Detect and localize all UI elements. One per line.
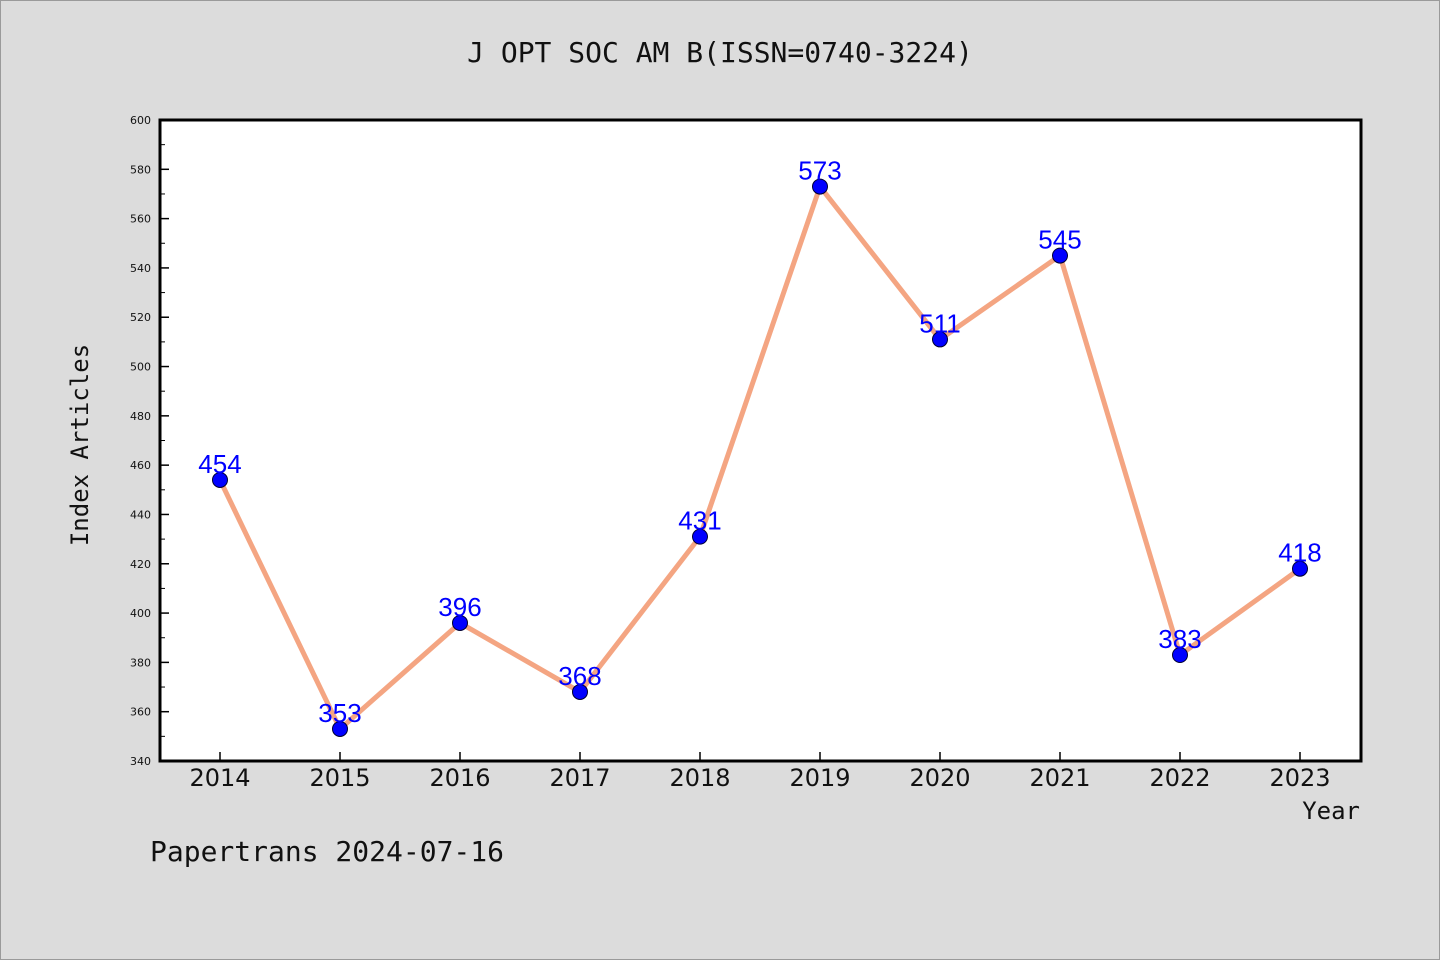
data-point [932,331,948,348]
data-point [1052,247,1068,264]
x-tick-label: 2017 [549,764,610,792]
x-tick-label: 2018 [669,764,730,792]
y-tick-label: 500 [130,361,151,374]
y-tick-label: 520 [130,311,151,324]
data-label: 511 [919,308,960,338]
data-point [452,614,468,631]
data-label: 383 [1158,624,1201,654]
x-tick-label: 2014 [189,764,250,792]
y-tick-label: 480 [130,410,151,423]
plot-area [158,118,1363,763]
y-tick-label: 340 [130,755,151,768]
x-axis-label: Year [1302,797,1360,825]
x-tick-label: 2021 [1029,764,1090,792]
y-axis: 340 360 380 400 420 440 460 480 500 520 540 560 580 6… [130,114,169,768]
data-labels: 454 353 396 368 431 573 511 545 383 418 [198,156,1321,728]
y-tick-label: 540 [130,262,151,275]
y-tick-label: 600 [130,114,151,127]
data-point [812,178,828,195]
data-label: 353 [318,698,361,728]
y-tick-label: 580 [130,163,151,176]
x-tick-label: 2022 [1149,764,1210,792]
data-point [332,720,348,737]
data-label: 545 [1038,225,1081,255]
data-label: 396 [438,592,481,622]
data-point [212,471,228,488]
y-tick-label: 460 [130,459,151,472]
data-point [1172,646,1188,663]
x-tick-label: 2019 [789,764,850,792]
y-tick-label: 560 [130,213,151,226]
x-tick-label: 2020 [909,764,970,792]
data-point [1292,560,1308,577]
data-point [572,683,588,700]
chart-title: J OPT SOC AM B(ISSN=0740-3224) [467,36,973,69]
data-markers [212,178,1308,737]
x-tick-label: 2015 [309,764,370,792]
x-axis: 2014 2015 2016 2017 2018 2019 2020 2021 2022 2023 [189,752,1331,792]
x-tick-label: 2023 [1269,764,1330,792]
series-line [217,184,1302,732]
y-tick-label: 420 [130,558,151,571]
data-label: 418 [1278,538,1321,568]
footer-stamp: Papertrans 2024-07-16 [150,835,505,868]
y-tick-label: 400 [130,607,151,620]
y-tick-label: 360 [130,706,151,719]
data-label: 454 [198,449,241,479]
y-tick-label: 440 [130,508,151,521]
data-label: 431 [678,506,721,536]
data-point [692,528,708,545]
x-tick-label: 2016 [429,764,490,792]
data-label: 573 [798,156,841,186]
data-label: 368 [558,661,601,691]
y-tick-label: 380 [130,656,151,669]
